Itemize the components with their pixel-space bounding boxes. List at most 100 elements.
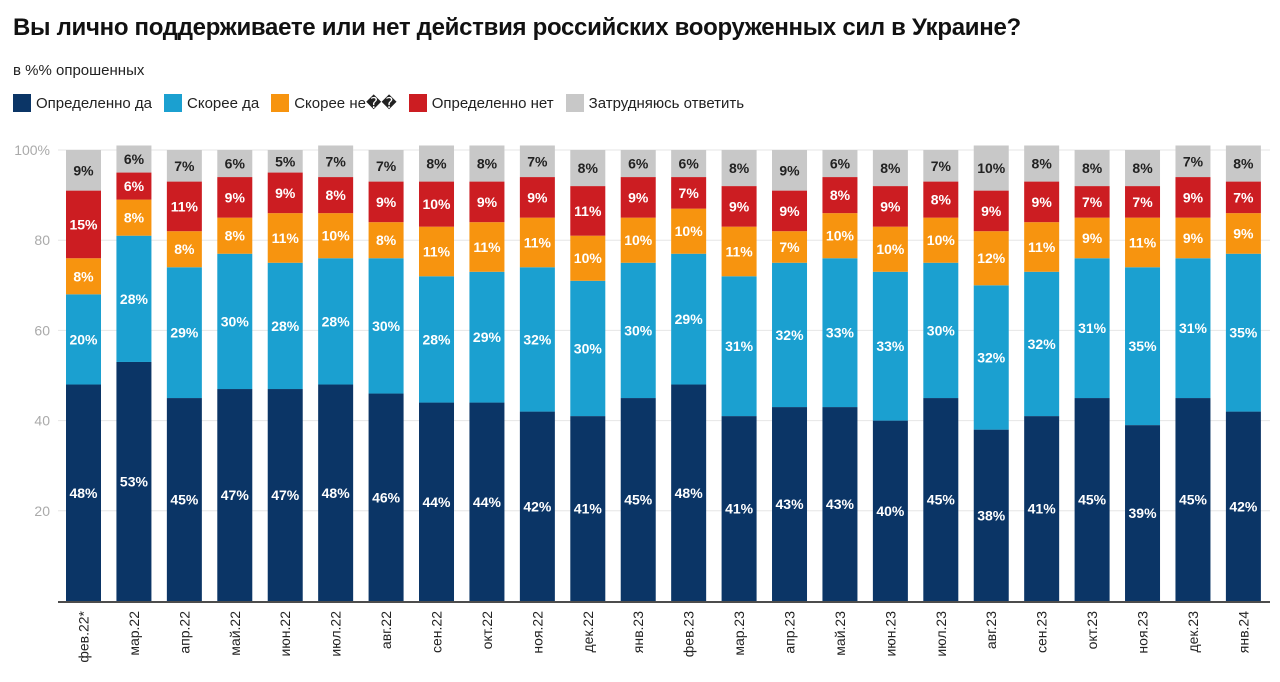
data-label: 7% xyxy=(527,153,548,169)
x-tick-label: авг.23 xyxy=(983,611,999,649)
data-label: 7% xyxy=(931,158,952,174)
data-label: 42% xyxy=(523,498,552,514)
x-tick-label: апр.22 xyxy=(176,611,192,654)
bar-segment xyxy=(973,429,1009,601)
legend-swatch xyxy=(565,94,584,112)
bar-segment xyxy=(1074,150,1110,187)
data-label: 7% xyxy=(1082,194,1103,210)
bar-segment xyxy=(620,150,656,178)
data-label: 8% xyxy=(1032,156,1053,172)
legend-swatch xyxy=(13,94,31,112)
data-label: 10% xyxy=(826,228,855,244)
data-label: 9% xyxy=(729,198,750,214)
data-label: 40% xyxy=(876,503,905,519)
bar-segment xyxy=(721,416,757,601)
data-label: 7% xyxy=(326,153,347,169)
bar-segment xyxy=(469,222,505,272)
bar-segment xyxy=(570,280,606,417)
bar-segment xyxy=(267,262,303,390)
data-label: 47% xyxy=(221,487,250,503)
bar-segment xyxy=(822,407,858,601)
data-label: 46% xyxy=(372,489,401,505)
bar-segment xyxy=(66,150,101,191)
bar-segment xyxy=(872,186,908,227)
bar-segment xyxy=(368,150,404,182)
bar-segment xyxy=(973,231,1009,286)
legend-label: Затрудняюсь ответить xyxy=(588,94,745,112)
data-label: 9% xyxy=(1233,225,1254,241)
data-label: 42% xyxy=(1229,498,1258,514)
legend-swatch xyxy=(408,94,427,112)
x-tick-label: ноя.23 xyxy=(1135,611,1151,654)
data-label: 45% xyxy=(927,492,956,508)
y-tick-label: 80 xyxy=(34,232,50,248)
data-label: 11% xyxy=(1028,239,1056,255)
bar-segment xyxy=(872,420,908,601)
bar-segment xyxy=(217,389,253,601)
data-label: 48% xyxy=(69,485,98,501)
bar-segment xyxy=(469,181,505,223)
data-label: 10% xyxy=(927,232,956,248)
bar-segment xyxy=(419,276,455,403)
bar-segment xyxy=(166,267,202,399)
data-label: 35% xyxy=(1129,338,1158,354)
data-label: 8% xyxy=(578,160,599,176)
y-tick-label: 60 xyxy=(34,322,50,338)
bar-segment xyxy=(368,181,404,223)
bar-segment xyxy=(66,258,101,295)
bar-segment xyxy=(267,172,303,214)
bar-segment xyxy=(923,150,959,182)
bar-segment xyxy=(1125,267,1161,426)
data-label: 6% xyxy=(225,156,246,172)
bar-segment xyxy=(671,150,707,178)
data-label: 31% xyxy=(1179,320,1208,336)
data-label: 8% xyxy=(880,160,901,176)
bar-segment xyxy=(1225,181,1261,214)
data-label: 9% xyxy=(225,189,246,205)
data-label: 6% xyxy=(124,178,145,194)
bar-segment xyxy=(570,235,606,281)
data-label: 9% xyxy=(275,185,296,201)
bar-segment xyxy=(318,258,354,385)
legend-label: Определенно нет xyxy=(431,94,554,112)
data-label: 11% xyxy=(1129,234,1157,250)
data-label: 9% xyxy=(73,162,94,178)
data-label: 8% xyxy=(376,232,397,248)
bar-segment xyxy=(1225,213,1261,254)
data-label: 12% xyxy=(977,250,1006,266)
data-label: 9% xyxy=(1032,194,1053,210)
data-label: 8% xyxy=(73,268,94,284)
data-label: 20% xyxy=(69,331,98,347)
bar-segment xyxy=(66,294,101,385)
bar-segment xyxy=(570,186,606,236)
bar-segment xyxy=(116,199,152,236)
bar-segment xyxy=(620,177,656,218)
data-label: 7% xyxy=(779,239,800,255)
data-label: 30% xyxy=(927,322,956,338)
data-label: 8% xyxy=(1132,160,1153,176)
legend-item: Скорее не�� xyxy=(271,94,397,112)
bar-segment xyxy=(772,407,808,601)
legend-label: Скорее не�� xyxy=(294,95,397,112)
bar-segment xyxy=(267,150,303,173)
data-label: 10% xyxy=(574,250,603,266)
x-tick-label: май.22 xyxy=(227,611,243,656)
bar-segment xyxy=(620,262,656,399)
bar-segment xyxy=(1125,150,1161,187)
bar-segment xyxy=(671,177,707,209)
x-tick-label: сен.23 xyxy=(1034,611,1050,653)
data-label: 39% xyxy=(1129,505,1158,521)
bar-segment xyxy=(772,262,808,408)
bar-segment xyxy=(721,186,757,227)
bar-segment xyxy=(1225,411,1261,601)
x-tick-label: апр.23 xyxy=(782,611,798,654)
data-label: 35% xyxy=(1229,325,1258,341)
x-tick-label: июл.22 xyxy=(328,611,344,657)
legend: Определенно да Скорее да Скорее не�� Опреде… xyxy=(13,94,744,112)
bar-segment xyxy=(570,150,606,187)
data-label: 38% xyxy=(977,507,1006,523)
bar-segment xyxy=(1024,222,1060,272)
data-label: 5% xyxy=(275,153,296,169)
bar-segment xyxy=(1125,186,1161,218)
bar-segment xyxy=(217,150,253,178)
